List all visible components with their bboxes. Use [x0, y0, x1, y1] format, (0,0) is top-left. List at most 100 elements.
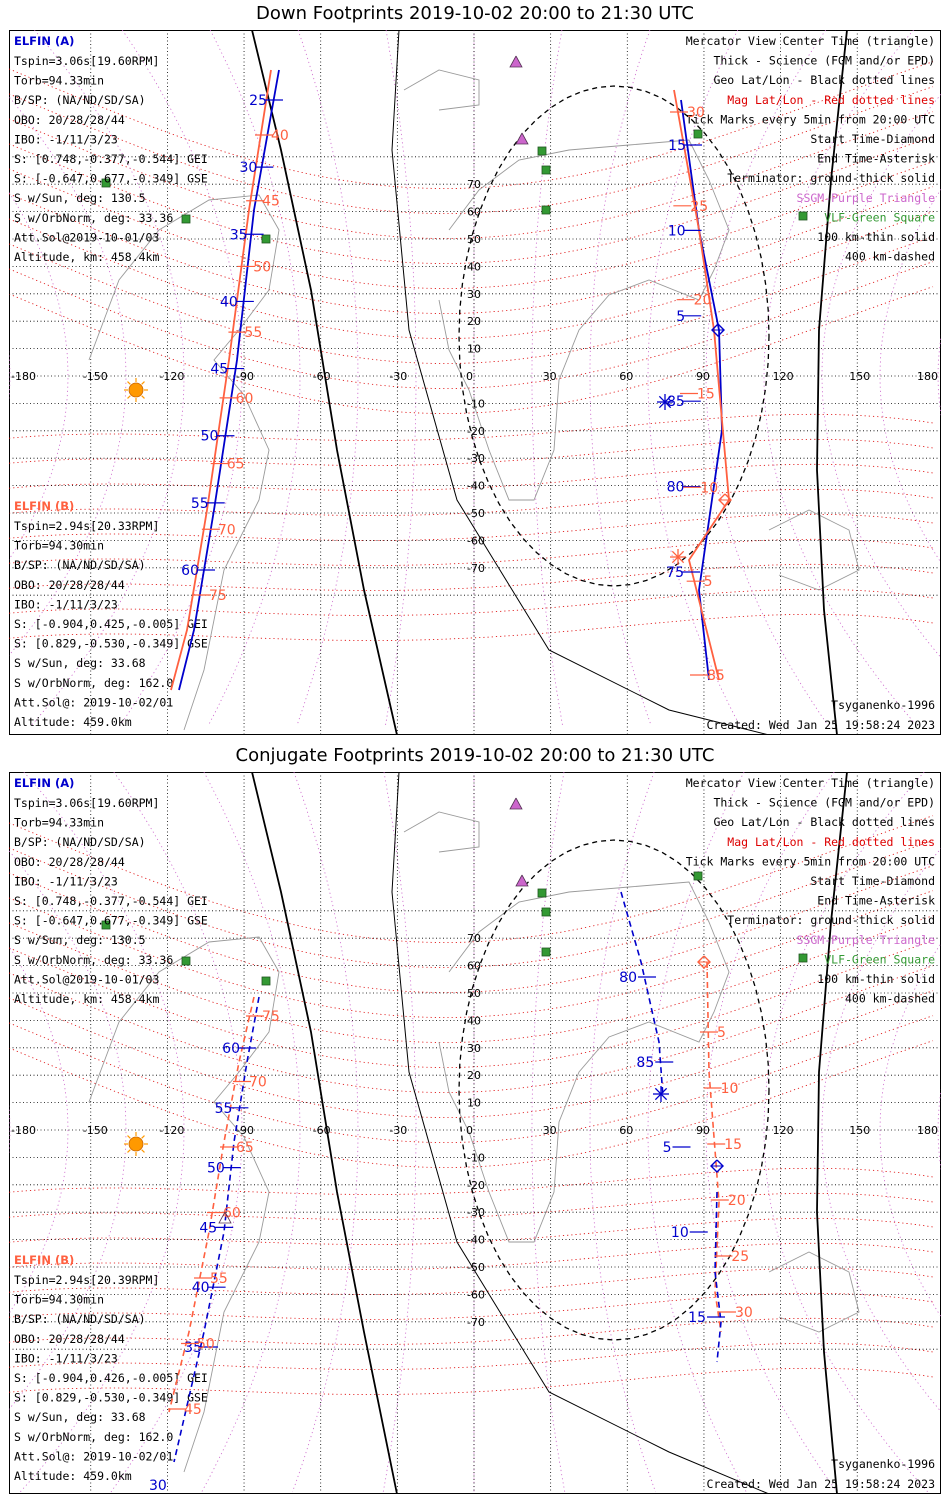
coastline: [768, 509, 860, 591]
legend-entry: Geo Lat/Lon - Black dotted lines: [713, 815, 935, 829]
elfin-a-info-line: S w/OrbNorm, deg: 33.36: [14, 211, 173, 225]
longitude-tick-label: 30: [543, 1124, 557, 1137]
mag-latitude-line: [9, 815, 934, 943]
elfin-b-info-line: S w/OrbNorm, deg: 162.0: [14, 1430, 173, 1444]
end-asterisk-marker: [671, 550, 685, 564]
elfin-b-track-tick-label: 75: [209, 588, 227, 604]
coastline: [88, 936, 280, 1473]
terminator-line: [251, 30, 398, 735]
elfin-a-info-line: Tspin=3.06s[19.60RPM]: [14, 54, 159, 68]
legend-entry: 100 km-thin solid: [817, 230, 935, 244]
vlf-station-square: [537, 888, 547, 898]
elfin-a-info-line: B/SP: (NA/ND/SD/SA): [14, 835, 146, 849]
sun-ray: [127, 381, 131, 385]
vlf-station-square: [541, 947, 551, 957]
latitude-tick-label: 40: [467, 260, 481, 273]
elfin-b-info-line: Att.Sol@: 2019-10-02/01: [14, 695, 173, 709]
mag-latitude-line: [9, 1342, 934, 1370]
legend-entry: 100 km-thin solid: [817, 972, 935, 986]
elfin-b-info-line: IBO: -1/11/3/23: [14, 597, 118, 611]
legend-entry: Start Time-Diamond: [810, 874, 935, 888]
mag-latitude-line: [9, 915, 934, 1043]
mag-longitude-line: [531, 30, 563, 727]
elfin-a-track-tick-label: 40: [220, 294, 238, 310]
terminator-100km-line: [391, 30, 770, 735]
latitude-tick-label: -50: [467, 507, 485, 520]
elfin-b-track-tick-label: 10: [721, 1081, 739, 1097]
elfin-b-track-tick-label: 70: [218, 522, 236, 538]
elfin-a-track-tick-label: 80: [667, 480, 685, 496]
elfin-b-info-line: Altitude: 459.0km: [14, 1469, 132, 1483]
mag-longitude-line: [589, 772, 656, 1493]
longitude-tick-label: -90: [236, 370, 254, 383]
elfin-a-track-tick-label: 30: [239, 160, 257, 176]
terminator-line: [816, 30, 848, 735]
legend-entry: Mercator View Center Time (triangle): [686, 776, 935, 790]
elfin-a-track-tick-label: 60: [181, 563, 199, 579]
elfin-b-track-tick-label: 55: [244, 325, 262, 341]
elfin-b-info-line: Torb=94.30min: [14, 1293, 104, 1307]
map-frame: [9, 772, 941, 1494]
elfin-b-track-tick-label: 30: [735, 1305, 753, 1321]
elfin-b-track-tick-label: 25: [690, 199, 708, 215]
terminator-100km-line: [391, 772, 770, 1494]
elfin-b-track-tick-label: 5: [704, 574, 713, 590]
elfin-b-track: [706, 961, 722, 1333]
latitude-tick-label: -30: [467, 452, 485, 465]
map-frame: [9, 30, 941, 735]
mag-latitude-line: [9, 1192, 934, 1220]
sun-icon: [128, 1136, 144, 1152]
latitude-tick-label: -30: [467, 1206, 485, 1219]
elfin-a-track-tick-label: 25: [249, 93, 267, 109]
elfin-b-track-tick-label: 70: [249, 1075, 267, 1091]
vlf-station-square: [537, 146, 547, 156]
elfin-a-track-tick-label: 5: [663, 1140, 672, 1156]
coastline: [88, 194, 280, 731]
elfin-a-track-tick-label: 80: [619, 970, 637, 986]
footprint-map: -180 -150 -120 -90 -60 -30 0 30 60 90 120 150 180 70 6…: [9, 30, 941, 735]
elfin-a-info-line: IBO: -1/11/3/23: [14, 132, 118, 146]
longitude-tick-label: 60: [619, 370, 633, 383]
elfin-a-track-tick-label: 5: [676, 309, 685, 325]
sun-ray: [127, 1135, 131, 1139]
elfin-b-track-tick-label: 50: [197, 1337, 215, 1353]
mag-latitude-line: [9, 438, 934, 466]
legend-entry: Mag Lat/Lon - Red dotted lines: [727, 835, 935, 849]
legend-entry: 400 km-dashed: [845, 992, 935, 1006]
start-diamond-marker: [718, 493, 732, 507]
elfin-b-track-tick-label: 20: [728, 1193, 746, 1209]
mag-longitude-line: [30, 30, 185, 727]
elfin-a-track-tick-label: 85: [636, 1055, 654, 1071]
elfin-b-track-tick-label: 65: [227, 457, 245, 473]
longitude-tick-label: -150: [83, 370, 108, 383]
elfin-b-header: ELFIN (B): [14, 1253, 74, 1267]
footprint-400km-boundary: [458, 85, 770, 587]
mag-longitude-line: [19, 772, 185, 1493]
coastline: [438, 139, 730, 501]
mag-latitude-line: [9, 513, 934, 541]
coastline: [768, 1251, 860, 1333]
mag-latitude-line: [9, 1167, 934, 1195]
elfin-a-info-line: OBO: 20/28/28/44: [14, 855, 125, 869]
mag-longitude-line: [296, 30, 359, 727]
vlf-station-square: [261, 976, 271, 986]
mag-latitude-line: [9, 563, 934, 591]
longitude-tick-label: 90: [696, 1124, 710, 1137]
legend-entry: Geo Lat/Lon - Black dotted lines: [713, 73, 935, 87]
mag-latitude-line: [9, 840, 934, 968]
elfin-a-track-tick-label: 15: [688, 1310, 706, 1326]
elfin-b-track-tick-label: 65: [236, 1140, 254, 1156]
elfin-b-track-tick-label: 85: [707, 668, 725, 684]
elfin-b-track-tick-label: 50: [253, 259, 271, 275]
latitude-tick-label: 70: [467, 932, 481, 945]
elfin-b-track-tick-label: 45: [184, 1402, 202, 1418]
longitude-tick-label: -90: [236, 1124, 254, 1137]
vlf-station-square: [261, 234, 271, 244]
longitude-tick-label: -120: [159, 1124, 184, 1137]
terminator-line: [816, 772, 848, 1494]
longitude-tick-label: 150: [849, 370, 870, 383]
elfin-a-info-line: S w/Sun, deg: 130.5: [14, 933, 146, 947]
legend-entry: Terminator: ground-thick solid: [727, 171, 935, 185]
elfin-a-info-line: S w/OrbNorm, deg: 33.36: [14, 953, 173, 967]
mag-latitude-line: [9, 463, 934, 491]
